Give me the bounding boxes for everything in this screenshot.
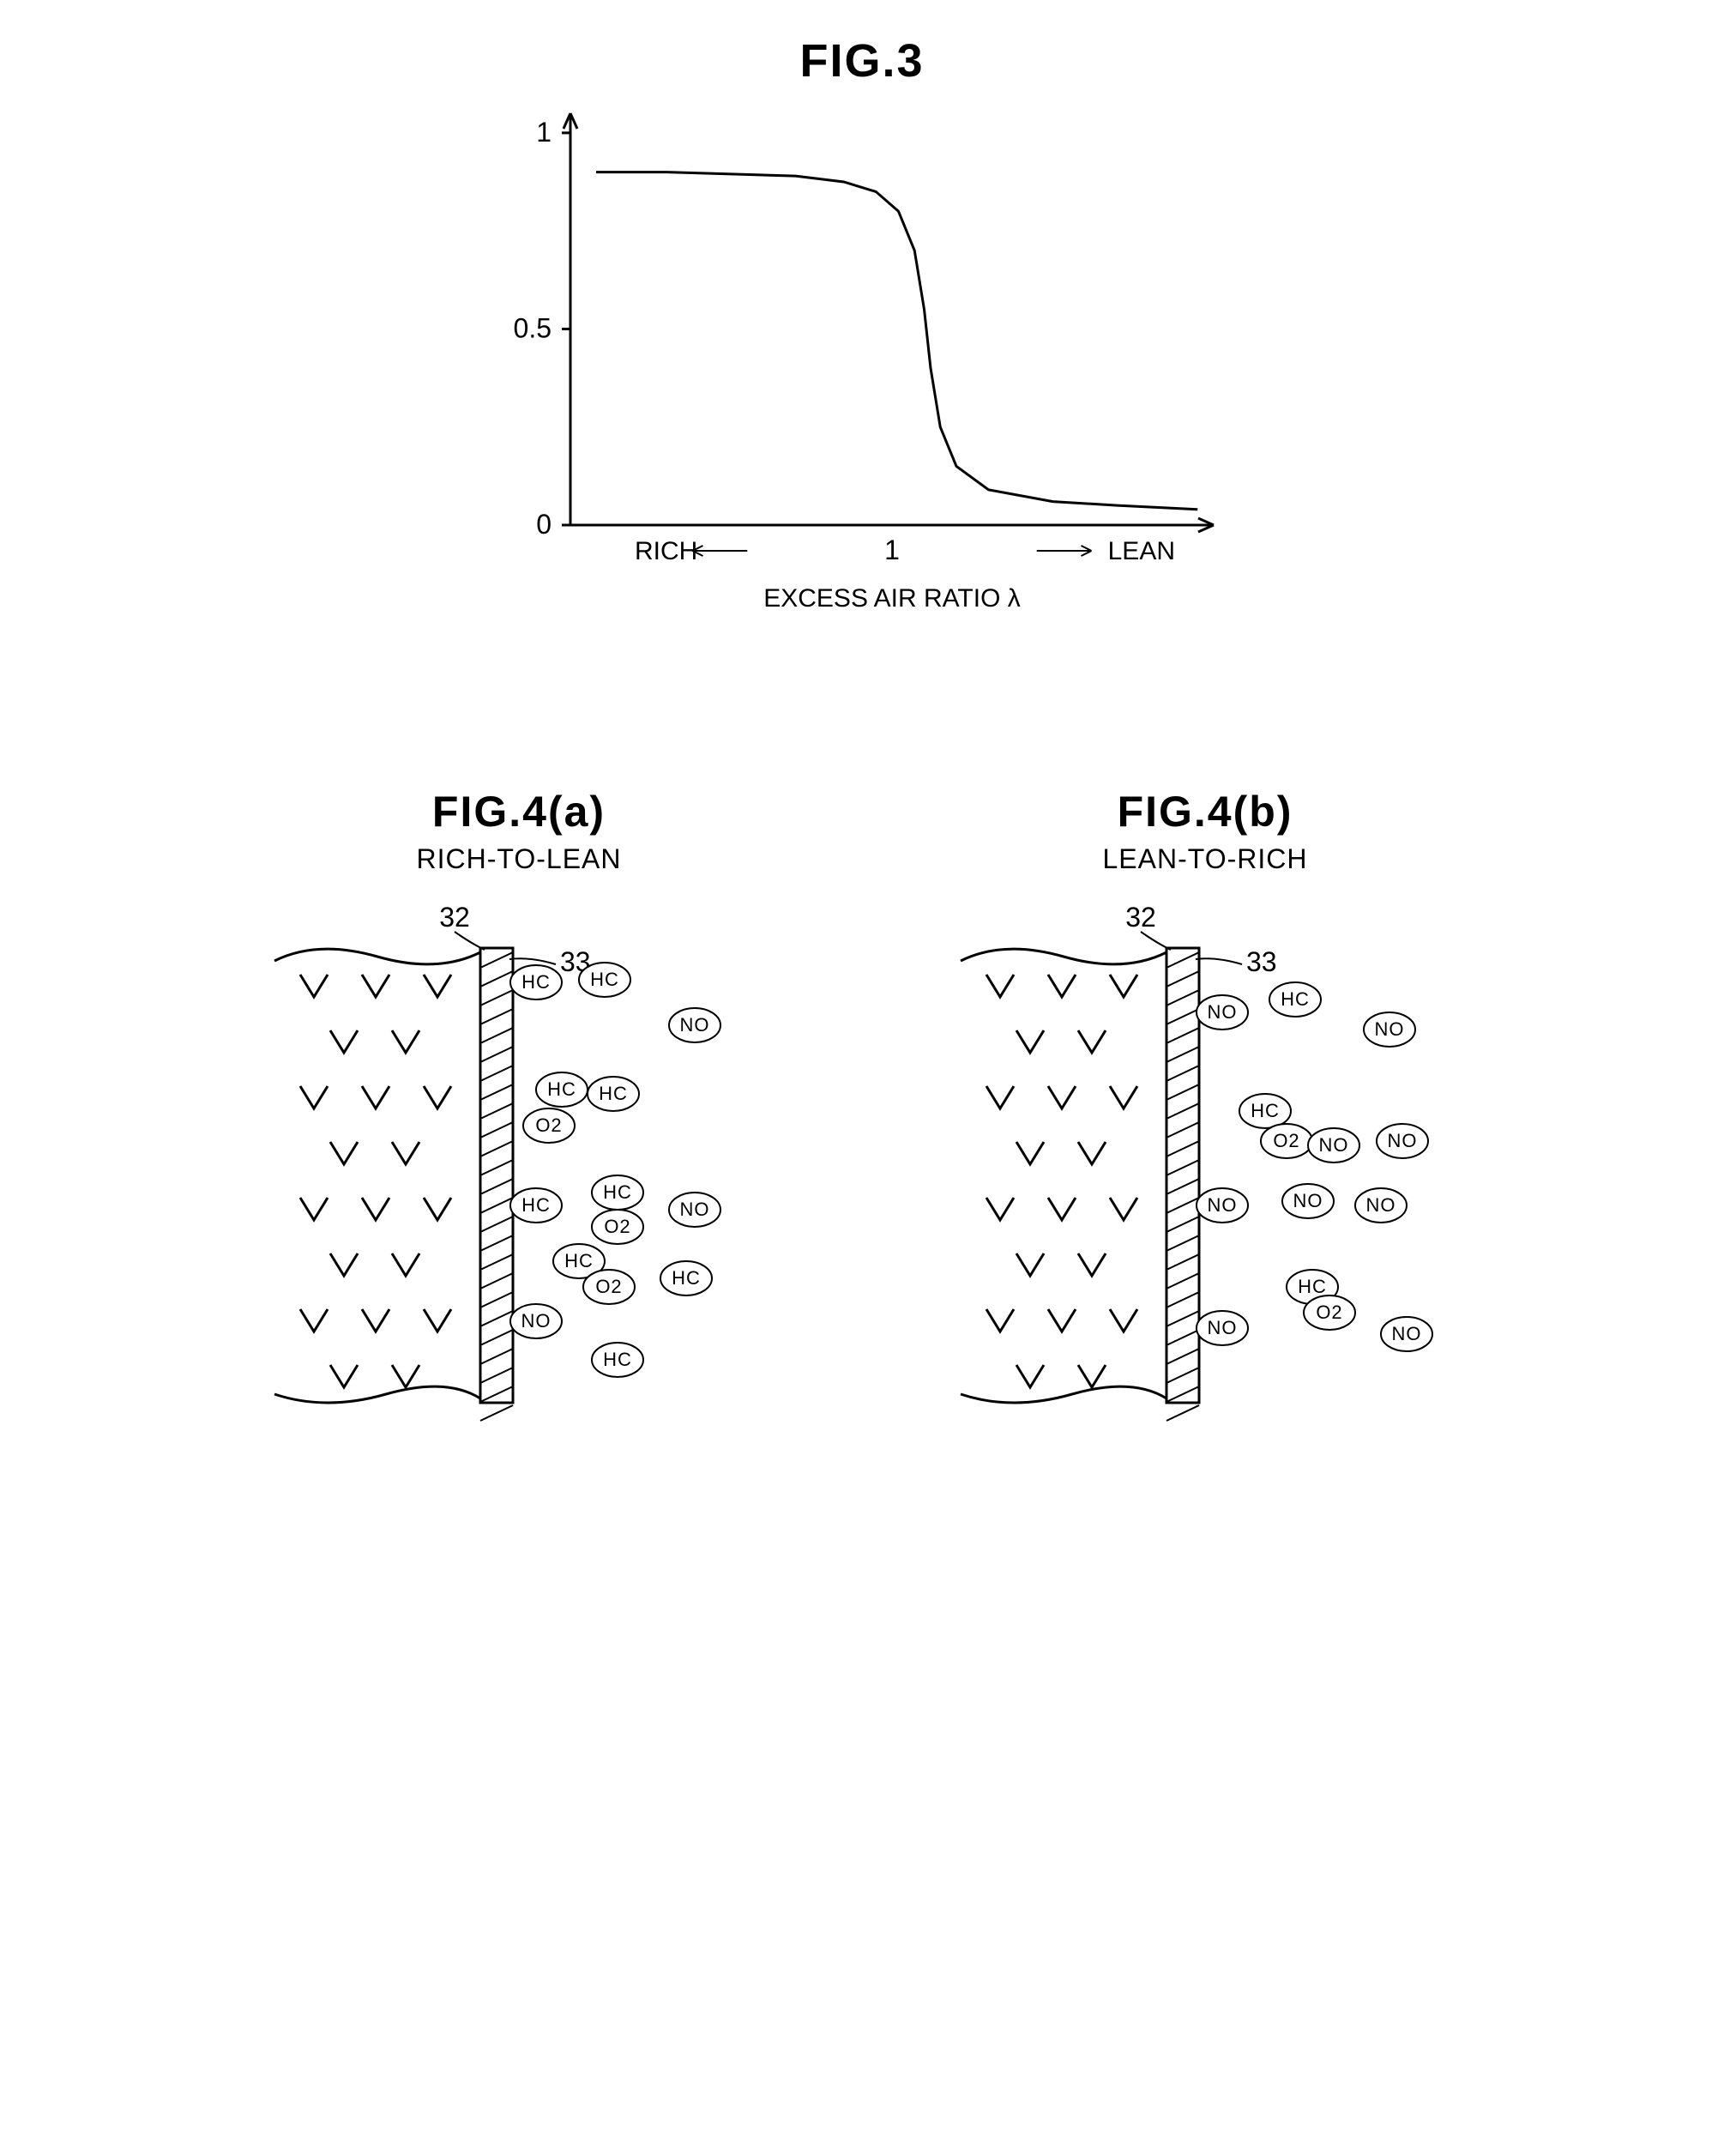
page: FIG.3 0 0.5 1 1 RICH LEAN EXCESS AIR RATIO λ F… bbox=[176, 34, 1548, 1450]
svg-text:HC: HC bbox=[521, 971, 551, 993]
svg-text:1: 1 bbox=[536, 117, 552, 148]
svg-text:NO: NO bbox=[1319, 1134, 1349, 1156]
svg-text:33: 33 bbox=[1246, 946, 1277, 977]
svg-text:HC: HC bbox=[1298, 1276, 1327, 1297]
svg-text:NO: NO bbox=[1388, 1130, 1418, 1151]
svg-text:O2: O2 bbox=[604, 1216, 630, 1237]
fig4a-title: FIG.4(a) bbox=[432, 787, 606, 836]
svg-text:RICH: RICH bbox=[635, 537, 697, 565]
fig3-title: FIG.3 bbox=[176, 34, 1548, 88]
svg-text:O2: O2 bbox=[595, 1276, 622, 1297]
svg-text:NO: NO bbox=[1293, 1190, 1323, 1211]
svg-text:HC: HC bbox=[521, 1194, 551, 1216]
svg-text:NO: NO bbox=[680, 1199, 710, 1220]
svg-text:NO: NO bbox=[1375, 1018, 1405, 1040]
svg-text:HC: HC bbox=[603, 1181, 632, 1203]
fig4a-svg: 3233HCHCNOHCO2HCHCHCO2NOHCO2HCNOHC bbox=[240, 901, 798, 1450]
fig3-svg: 0 0.5 1 1 RICH LEAN EXCESS AIR RATIO λ bbox=[476, 96, 1248, 731]
svg-text:NO: NO bbox=[680, 1014, 710, 1036]
svg-text:NO: NO bbox=[1392, 1323, 1422, 1344]
svg-text:32: 32 bbox=[439, 902, 470, 933]
svg-text:O2: O2 bbox=[535, 1114, 562, 1136]
fig4b-subtitle: LEAN-TO-RICH bbox=[1103, 843, 1308, 875]
svg-text:EXCESS AIR RATIO λ: EXCESS AIR RATIO λ bbox=[763, 584, 1021, 613]
fig4b-title: FIG.4(b) bbox=[1118, 787, 1293, 836]
fig4-row: FIG.4(a) RICH-TO-LEAN 3233HCHCNOHCO2HCHC… bbox=[176, 787, 1548, 1450]
svg-text:HC: HC bbox=[672, 1267, 701, 1289]
fig4b-svg: 32 33 NO HC NO HC O2 NO NO NO NO NO HC O2 NO NO bbox=[926, 901, 1484, 1450]
svg-text:NO: NO bbox=[1208, 1194, 1238, 1216]
svg-text:O2: O2 bbox=[1273, 1130, 1299, 1151]
fig3-chart: 0 0.5 1 1 RICH LEAN EXCESS AIR RATIO λ bbox=[476, 96, 1248, 735]
svg-text:0: 0 bbox=[536, 509, 552, 540]
svg-text:HC: HC bbox=[564, 1250, 594, 1271]
svg-text:HC: HC bbox=[603, 1349, 632, 1370]
svg-text:LEAN: LEAN bbox=[1108, 537, 1175, 565]
fig3-section: FIG.3 0 0.5 1 1 RICH LEAN EXCESS AIR RATIO λ bbox=[176, 34, 1548, 735]
svg-text:O2: O2 bbox=[1316, 1301, 1342, 1323]
svg-text:HC: HC bbox=[1281, 988, 1310, 1010]
svg-text:HC: HC bbox=[547, 1078, 576, 1100]
svg-text:NO: NO bbox=[1366, 1194, 1396, 1216]
svg-text:HC: HC bbox=[590, 969, 619, 990]
svg-text:0.5: 0.5 bbox=[514, 312, 552, 343]
svg-text:NO: NO bbox=[1208, 1001, 1238, 1023]
svg-text:HC: HC bbox=[1251, 1100, 1280, 1121]
fig4a-col: FIG.4(a) RICH-TO-LEAN 3233HCHCNOHCO2HCHC… bbox=[240, 787, 798, 1450]
fig4b-col: FIG.4(b) LEAN-TO-RICH 32 33 NO HC NO HC O2 NO NO… bbox=[926, 787, 1484, 1450]
svg-text:NO: NO bbox=[521, 1310, 552, 1332]
fig4a-subtitle: RICH-TO-LEAN bbox=[417, 843, 622, 875]
svg-text:HC: HC bbox=[599, 1083, 628, 1104]
svg-text:NO: NO bbox=[1208, 1317, 1238, 1338]
svg-text:32: 32 bbox=[1125, 902, 1156, 933]
svg-text:1: 1 bbox=[884, 534, 900, 565]
